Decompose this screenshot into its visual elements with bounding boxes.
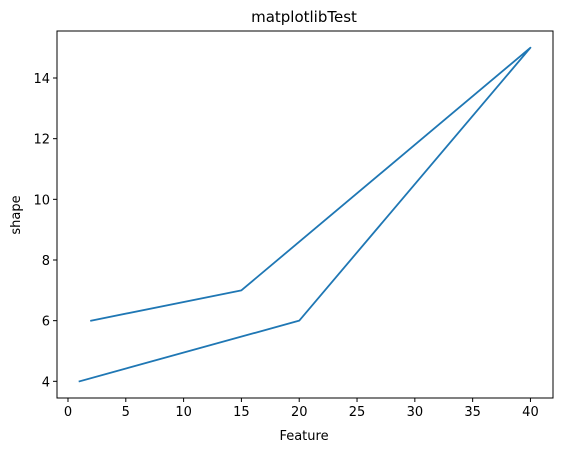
x-axis-label: Feature [279,429,328,444]
x-axis: 0 5 10 15 20 25 30 35 40 [64,398,539,420]
x-tick-label: 25 [349,405,366,420]
x-tick-label: 15 [233,405,250,420]
x-tick-label: 40 [522,405,539,420]
chart-title: matplotlibTest [251,8,357,26]
x-tick-label: 30 [407,405,424,420]
y-tick-label: 8 [42,254,50,269]
x-tick-label: 0 [64,405,72,420]
y-tick-label: 10 [33,193,50,208]
y-axis: 4 6 8 10 12 14 [33,72,57,390]
series-layer [78,46,532,383]
x-tick-label: 20 [291,405,308,420]
series-line [78,46,532,383]
y-tick-label: 12 [33,133,50,148]
x-tick-label: 35 [464,405,481,420]
y-tick-label: 4 [42,375,50,390]
x-tick-label: 10 [175,405,192,420]
y-tick-label: 14 [33,72,50,87]
x-tick-label: 5 [122,405,130,420]
plot-frame [56,30,554,399]
y-tick-label: 6 [42,315,50,330]
y-axis-label: shape [9,195,24,234]
